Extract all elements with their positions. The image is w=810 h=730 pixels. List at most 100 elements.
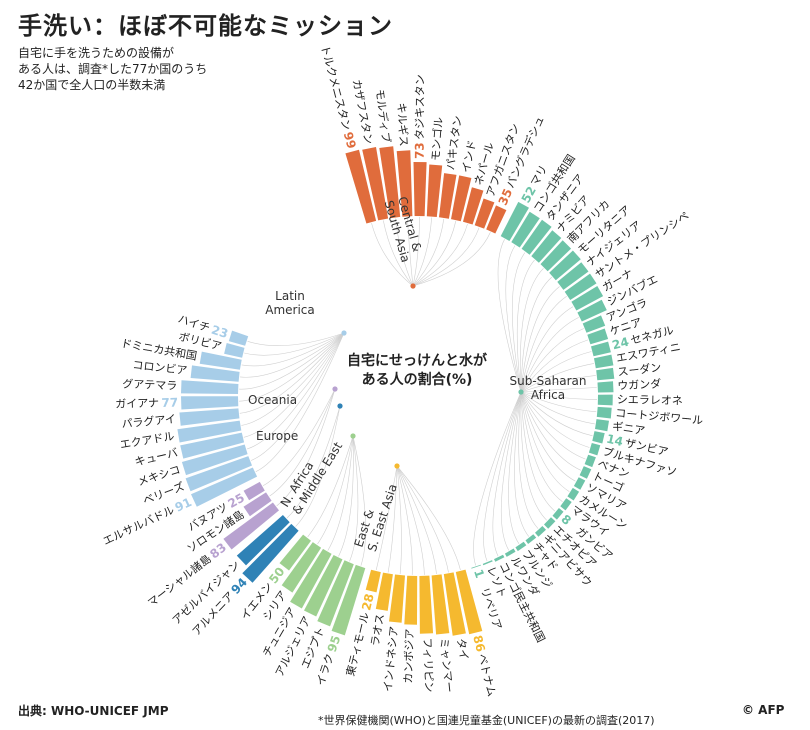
link-line [520, 351, 592, 393]
bar-latin-america [185, 456, 252, 492]
link-line [375, 465, 398, 571]
link-line [338, 435, 354, 557]
bar-central-south-asia [486, 205, 507, 234]
value-label: 24 [611, 335, 631, 353]
bar-latin-america [177, 420, 242, 443]
link-line [520, 363, 595, 393]
bar-sub-saharan-africa [584, 454, 596, 468]
bar-east-s-east-asia [365, 569, 381, 593]
link-line [520, 391, 570, 492]
value-label: 25 [225, 491, 246, 511]
country-label: ギニア [611, 420, 646, 438]
link-line [412, 227, 480, 287]
country-label: パラグアイ [121, 412, 177, 431]
bar-latin-america [181, 380, 239, 394]
link-line [317, 435, 354, 545]
link-line [276, 388, 336, 507]
link-line [396, 465, 461, 570]
bar-sub-saharan-africa [595, 419, 609, 432]
link-line [518, 391, 539, 529]
bar-oceania [243, 481, 265, 501]
bar-sub-saharan-africa [597, 381, 614, 393]
bar-europe [242, 523, 299, 583]
link-line [239, 332, 345, 390]
value-label: 35 [496, 187, 516, 208]
bar-east-s-east-asia [431, 574, 450, 635]
link-line [244, 332, 345, 356]
region-hub-sub-saharan-africa [518, 389, 524, 395]
region-hub-n-africa-middle-east [350, 433, 356, 439]
link-line [520, 391, 593, 437]
value-label: 86 [470, 634, 488, 654]
bar-sub-saharan-africa [560, 498, 572, 511]
country-label: ラオス [369, 613, 387, 648]
link-line [520, 286, 560, 393]
region-label-oceania: Oceania [248, 393, 297, 407]
country-label: スーダン [617, 360, 662, 379]
link-line [262, 388, 336, 487]
bar-central-south-asia [345, 149, 377, 224]
bar-central-south-asia [474, 198, 495, 229]
link-line [520, 296, 567, 393]
region-hub-europe [337, 403, 343, 409]
region-label-europe: Europe [256, 429, 298, 443]
region-hub-oceania [332, 386, 338, 392]
region-label-east-s-east-asia: East &S. East Asia [352, 478, 400, 553]
link-line [395, 218, 414, 287]
link-line [505, 245, 522, 393]
link-line [473, 391, 522, 566]
link-line [520, 391, 548, 521]
link-line [520, 391, 576, 482]
bar-central-south-asia [463, 187, 484, 225]
bar-sub-saharan-africa [525, 534, 537, 544]
bar-east-s-east-asia [375, 572, 393, 611]
bar-sub-saharan-africa [596, 367, 615, 381]
region-label-n-africa-middle-east: N. Africa& Middle East [278, 432, 346, 517]
link-line [412, 216, 420, 287]
country-label: シエラレオネ [617, 393, 683, 407]
bar-east-s-east-asia [443, 572, 466, 636]
link-line [396, 465, 437, 575]
bar-central-south-asia [451, 175, 472, 222]
bar-sub-saharan-africa [482, 560, 493, 566]
bar-east-s-east-asia [404, 575, 418, 625]
value-label: 83 [207, 540, 229, 561]
country-label: カンボジア [402, 628, 417, 683]
link-line [412, 218, 445, 287]
link-line [520, 387, 597, 393]
country-label: モンゴル [428, 116, 445, 161]
bar-east-s-east-asia [455, 569, 483, 635]
bar-sub-saharan-africa [515, 541, 527, 552]
link-line [396, 465, 425, 575]
link-line [497, 239, 522, 393]
link-line [516, 259, 535, 393]
bar-central-south-asia [396, 150, 413, 217]
country-label: ウガンダ [617, 376, 662, 392]
link-line [511, 252, 526, 393]
bar-n-africa-middle-east [279, 534, 311, 571]
bar-n-africa-middle-east [290, 548, 332, 609]
value-label: 73 [413, 142, 427, 159]
bar-latin-america [224, 343, 245, 358]
bar-central-south-asia [362, 147, 389, 221]
footnote: *世界保健機関(WHO)と国連児童基金(UNICEF)の最新の調査(2017) [318, 714, 655, 727]
link-line [286, 405, 341, 519]
country-label: キルギス [395, 102, 411, 147]
link-line [383, 220, 414, 287]
link-line [407, 217, 414, 287]
bar-sub-saharan-africa [597, 394, 613, 406]
source-note: 出典: WHO-UNICEF JMP [18, 704, 169, 718]
link-line [250, 332, 345, 461]
link-line [514, 391, 530, 537]
bar-sub-saharan-africa [591, 341, 611, 357]
link-line [412, 232, 491, 287]
link-line [371, 223, 414, 287]
link-line [520, 328, 584, 393]
link-line [412, 223, 468, 287]
link-line [500, 391, 522, 551]
bar-central-south-asia [439, 173, 457, 219]
link-line [396, 465, 402, 575]
country-label: エルサルバドル [101, 503, 177, 547]
link-line [246, 332, 345, 450]
